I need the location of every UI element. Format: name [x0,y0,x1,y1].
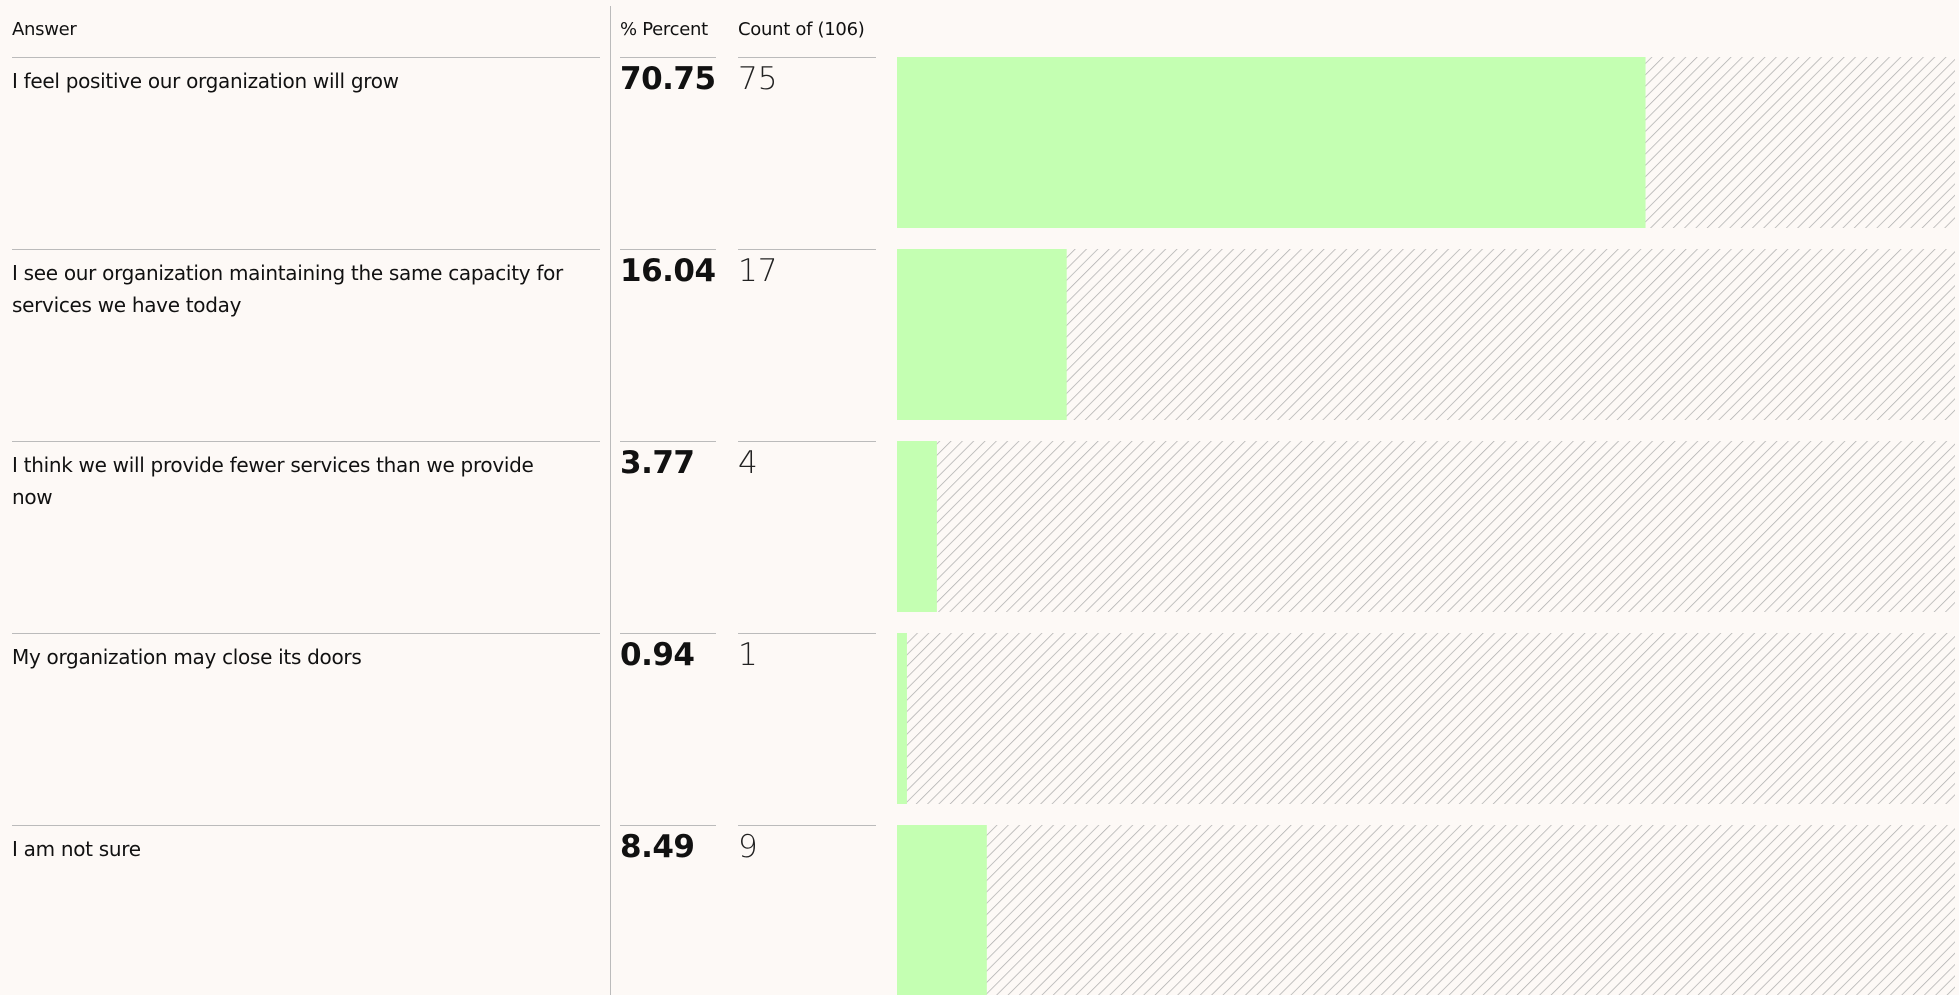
row-rule [12,249,600,250]
answer-text: My organization may close its doors [12,645,362,669]
bar [897,825,987,995]
row-rule [12,633,600,634]
percent-value: 3.77 [620,445,695,481]
bar-track [897,441,1955,612]
bar-track [897,633,1955,804]
answer-text: I feel positive our organization will gr… [12,69,399,93]
row-rule [620,633,716,634]
row-rule [620,825,716,826]
percent-header: % Percent [620,19,708,40]
row-rule [620,249,716,250]
count-value: 9 [738,829,758,865]
row-rule [12,57,600,58]
bar-track [897,825,1955,995]
row-rule [738,57,876,58]
row-rule [738,441,876,442]
percent-value: 70.75 [620,61,716,97]
count-header: Count of (106) [738,19,865,40]
answer-header: Answer [12,19,77,40]
row-rule [738,249,876,250]
bar [897,57,1646,228]
bar [897,633,907,804]
count-value: 17 [738,253,778,289]
bar [897,441,937,612]
count-value: 1 [738,637,758,673]
row-rule [620,57,716,58]
column-divider [610,6,611,995]
percent-value: 16.04 [620,253,716,289]
answer-text: I am not sure [12,837,141,861]
row-rule [738,825,876,826]
percent-value: 8.49 [620,829,695,865]
percent-value: 0.94 [620,637,695,673]
row-rule [12,825,600,826]
count-value: 4 [738,445,758,481]
count-value: 75 [738,61,778,97]
bar-track [897,249,1955,420]
bar [897,249,1067,420]
row-rule [620,441,716,442]
row-rule [738,633,876,634]
answer-text: I see our organization maintaining the s… [12,261,563,317]
answer-text: I think we will provide fewer services t… [12,453,534,509]
row-rule [12,441,600,442]
